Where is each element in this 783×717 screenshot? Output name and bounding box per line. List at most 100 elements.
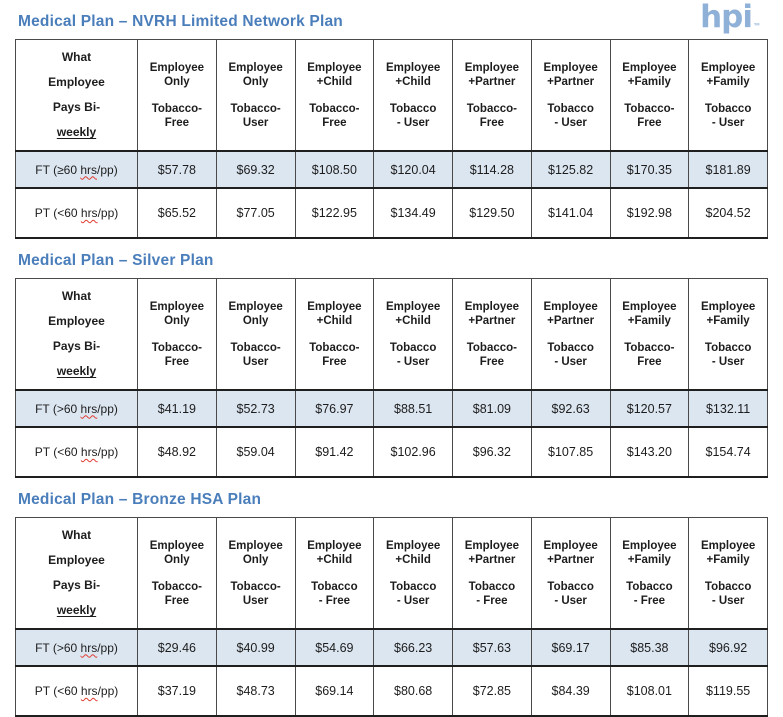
tobacco-status-label: Tobacco- User — [230, 341, 281, 368]
column-header-cell: Employee +Partner Tobacco - Free — [452, 517, 532, 630]
row-label-hrs-text: hrs — [80, 640, 98, 655]
rate-cell: $132.11 — [688, 389, 768, 428]
row-label-text: /pp) — [97, 640, 118, 655]
rate-cell: $108.01 — [609, 665, 690, 717]
rate-cell: $59.04 — [215, 426, 296, 478]
corner-header-cell: What Employee Pays Bi-weekly — [15, 517, 138, 630]
column-header-cell: Employee +Family Tobacco - User — [688, 39, 768, 152]
rate-cell: $48.73 — [215, 665, 296, 717]
coverage-tier-label: Employee +Family — [622, 300, 677, 327]
tobacco-status-label: Tobacco- Free — [309, 341, 360, 368]
rate-cell: $181.89 — [688, 150, 768, 189]
tobacco-status-label: Tobacco- Free — [624, 102, 675, 129]
column-header-cell: Employee Only Tobacco- User — [215, 517, 296, 630]
coverage-tier-label: Employee +Family — [700, 539, 756, 566]
coverage-tier-label: Employee +Family — [622, 61, 677, 88]
rate-cell: $69.17 — [530, 628, 611, 667]
rate-cell: $37.19 — [137, 665, 217, 717]
rate-cell: $69.32 — [215, 150, 296, 189]
tobacco-status-label: Tobacco - User — [704, 341, 752, 368]
column-header-cell: Employee +Partner Tobacco - User — [530, 517, 611, 630]
coverage-tier-label: Employee Only — [228, 539, 283, 566]
rate-cell: $84.39 — [530, 665, 611, 717]
coverage-tier-label: Employee +Family — [622, 539, 677, 566]
row-label-text: PT (<60 — [34, 445, 81, 459]
row-label-hrs-text: hrs — [80, 445, 98, 459]
rate-cell: $170.35 — [609, 150, 690, 189]
column-header-cell: Employee +Child Tobacco - User — [373, 39, 453, 152]
corner-header-text: What Employee Pays Bi- — [48, 289, 105, 353]
ft-rate-row: FT (>60 hrs/pp) $29.46 $40.99 $54.69 $66.23 $… — [15, 628, 768, 667]
row-label-cell: PT (<60 hrs/pp) — [15, 665, 138, 717]
coverage-tier-label: Employee +Child — [307, 539, 362, 566]
corner-header-underlined-text: weekly — [56, 364, 97, 378]
rate-cell: $57.78 — [137, 150, 217, 189]
rate-cell: $96.32 — [452, 426, 532, 478]
column-header-cell: Employee +Family Tobacco - User — [688, 517, 768, 630]
rate-cell: $69.14 — [294, 665, 375, 717]
rate-cell: $122.95 — [294, 187, 375, 239]
rate-cell: $108.50 — [294, 150, 375, 189]
column-header-cell: Employee Only Tobacco- Free — [137, 39, 217, 152]
column-header-cell: Employee +Family Tobacco- Free — [609, 39, 690, 152]
column-header-cell: Employee +Family Tobacco - Free — [609, 517, 690, 630]
row-label-text: FT (>60 — [35, 401, 81, 416]
column-header-cell: Employee Only Tobacco- User — [215, 39, 296, 152]
table-header-row: What Employee Pays Bi-weekly Employee Onl… — [15, 278, 768, 391]
coverage-tier-label: Employee +Child — [385, 61, 441, 88]
rate-cell: $143.20 — [609, 426, 690, 478]
column-header-cell: Employee Only Tobacco- User — [215, 278, 296, 391]
plan-title: Medical Plan – Silver Plan — [18, 252, 214, 269]
column-header-cell: Employee +Child Tobacco - Free — [294, 517, 375, 630]
tobacco-status-label: Tobacco - User — [389, 341, 437, 368]
tobacco-status-label: Tobacco - User — [547, 102, 594, 129]
row-label-text: PT (<60 — [34, 206, 81, 220]
plan-title: Medical Plan – Bronze HSA Plan — [18, 491, 262, 508]
tobacco-status-label: Tobacco- Free — [466, 341, 517, 368]
plan-tables-container: Medical Plan – NVRH Limited Network Plan… — [15, 13, 768, 717]
rate-cell: $80.68 — [373, 665, 453, 717]
column-header-cell: Employee +Child Tobacco- Free — [294, 39, 375, 152]
row-label-hrs-text: hrs — [80, 401, 98, 416]
column-header-cell: Employee +Partner Tobacco- Free — [452, 39, 532, 152]
plan-rate-table: What Employee Pays Bi-weekly Employee Onl… — [15, 278, 768, 478]
coverage-tier-label: Employee +Family — [700, 61, 756, 88]
rate-cell: $41.19 — [137, 389, 217, 428]
column-header-cell: Employee +Partner Tobacco- Free — [452, 278, 532, 391]
row-label-hrs-text: hrs — [80, 162, 98, 177]
column-header-cell: Employee +Child Tobacco - User — [373, 278, 453, 391]
corner-header-underlined-text: weekly — [56, 603, 97, 617]
pt-rate-row: PT (<60 hrs/pp) $48.92 $59.04 $91.42 $102.96… — [15, 426, 768, 478]
tobacco-status-label: Tobacco- Free — [466, 102, 517, 129]
tobacco-status-label: Tobacco - User — [389, 102, 437, 129]
rate-cell: $66.23 — [373, 628, 453, 667]
rate-cell: $107.85 — [530, 426, 611, 478]
tobacco-status-label: Tobacco - User — [704, 102, 752, 129]
coverage-tier-label: Employee +Child — [307, 300, 362, 327]
column-header-cell: Employee Only Tobacco- Free — [137, 278, 217, 391]
rate-cell: $134.49 — [373, 187, 453, 239]
rate-cell: $81.09 — [452, 389, 532, 428]
corner-header-cell: What Employee Pays Bi-weekly — [15, 278, 138, 391]
row-label-text: FT (>60 — [35, 640, 81, 655]
plan-rate-table: What Employee Pays Bi-weekly Employee Onl… — [15, 517, 768, 717]
column-header-cell: Employee Only Tobacco- Free — [137, 517, 217, 630]
row-label-hrs-text: hrs — [80, 206, 98, 220]
rate-cell: $85.38 — [609, 628, 690, 667]
rate-cell: $52.73 — [215, 389, 296, 428]
coverage-tier-label: Employee +Partner — [543, 61, 598, 88]
rate-cell: $154.74 — [688, 426, 768, 478]
coverage-tier-label: Employee Only — [228, 61, 283, 88]
corner-header-underlined-text: weekly — [56, 125, 97, 139]
coverage-tier-label: Employee +Partner — [464, 300, 520, 327]
coverage-tier-label: Employee +Partner — [543, 539, 598, 566]
rate-cell: $91.42 — [294, 426, 375, 478]
rate-cell: $192.98 — [609, 187, 690, 239]
plan-rate-table: What Employee Pays Bi-weekly Employee Onl… — [15, 39, 768, 239]
rate-cell: $77.05 — [215, 187, 296, 239]
coverage-tier-label: Employee +Child — [385, 300, 441, 327]
row-label-text: /pp) — [97, 206, 119, 220]
column-header-cell: Employee +Partner Tobacco - User — [530, 278, 611, 391]
rate-cell: $141.04 — [530, 187, 611, 239]
row-label-text: /pp) — [97, 401, 118, 416]
